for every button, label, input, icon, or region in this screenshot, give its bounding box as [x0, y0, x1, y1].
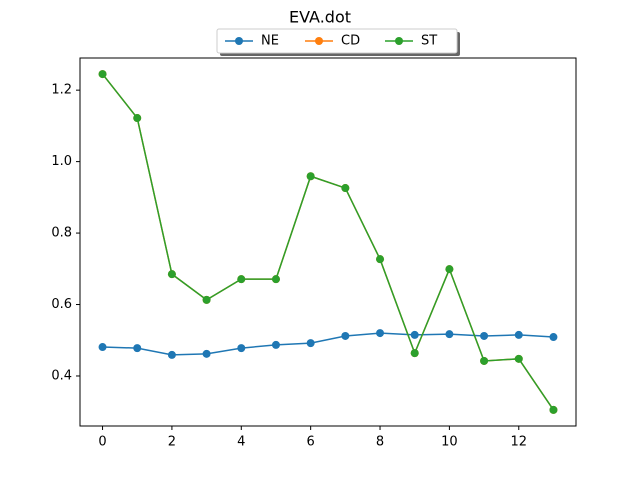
point: [480, 356, 489, 365]
legend: [216, 28, 458, 54]
y-tick-label: 0.6: [51, 297, 72, 312]
point: [549, 333, 558, 342]
x-tick-label: 0: [98, 435, 106, 450]
point: [341, 331, 350, 340]
point: [549, 405, 558, 414]
point: [306, 172, 315, 181]
point: [445, 265, 454, 274]
point: [133, 344, 142, 353]
x-tick-label: 4: [237, 435, 245, 450]
point: [376, 255, 385, 264]
point: [237, 275, 246, 284]
legend-label: CD: [341, 34, 360, 49]
legend-label: ST: [421, 34, 437, 49]
legend-marker: [395, 37, 403, 45]
series-line: [102, 332, 554, 356]
x-tick-label: 10: [441, 435, 458, 450]
point: [410, 349, 419, 358]
point: [445, 330, 454, 339]
x-tick-label: 8: [376, 435, 384, 450]
legend-label: NE: [261, 34, 279, 49]
y-tick-label: 1.0: [51, 154, 72, 169]
point: [98, 343, 107, 352]
x-tick-label: 12: [510, 435, 527, 450]
point: [480, 331, 489, 340]
point: [271, 275, 280, 284]
point: [202, 349, 211, 358]
y-tick-label: 0.8: [51, 226, 72, 241]
y-tick-label: 0.4: [51, 368, 72, 383]
x-tick-label: 2: [168, 435, 176, 450]
point: [514, 354, 523, 363]
legend-marker: [235, 37, 243, 45]
point: [271, 340, 280, 349]
point: [133, 114, 142, 123]
point: [98, 70, 107, 79]
point: [167, 270, 176, 279]
plot-frame: [79, 57, 577, 427]
point: [410, 330, 419, 339]
point: [341, 184, 350, 193]
x-tick-label: 6: [307, 435, 315, 450]
point: [202, 295, 211, 304]
chart-title: EVA.dot: [289, 8, 351, 27]
point: [167, 350, 176, 359]
point: [237, 344, 246, 353]
series-line: [101, 73, 555, 411]
y-tick-label: 1.2: [51, 83, 72, 98]
point: [514, 330, 523, 339]
point: [376, 329, 385, 338]
legend-marker: [315, 37, 323, 45]
point: [306, 339, 315, 348]
